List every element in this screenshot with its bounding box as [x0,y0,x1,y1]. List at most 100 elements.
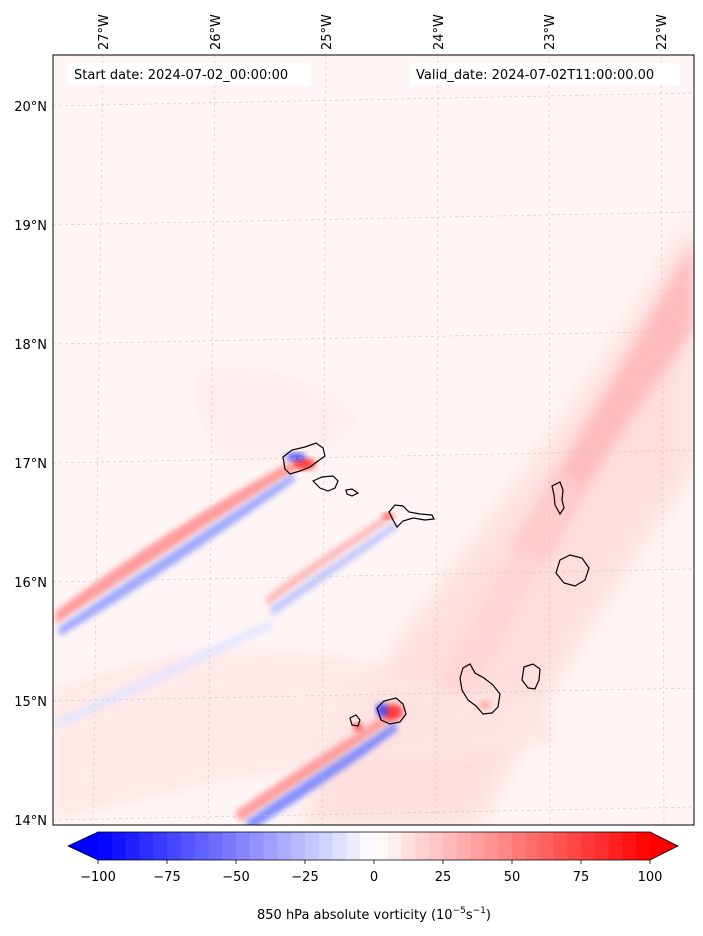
colorbar-cell [525,832,541,860]
colorbar-tick-label: −100 [80,870,116,885]
lon-tick-label: 24°W [432,14,447,50]
lon-tick-label: 27°W [97,14,112,50]
colorbar-cell [208,832,223,860]
colorbar-cell [346,832,361,860]
colorbar-tick-label: 0 [370,870,378,885]
lat-tick-label: 17°N [14,457,47,472]
wake-central-positive [265,512,394,606]
colorbar-cell [249,832,265,860]
island-sao-nicolau [388,504,435,528]
colorbar-cell [153,832,168,860]
gridline-lat-18n [53,330,694,345]
colorbar-cell [360,832,375,860]
colorbar-cell [443,832,458,860]
colorbar-cell [263,832,278,860]
lon-tick-label: 23°W [543,14,558,50]
colorbar-cell [222,832,237,860]
colorbar-cell [332,832,347,860]
lon-tick-label: 22°W [655,14,670,50]
colorbar-cell [512,832,527,860]
vorticity-speckle-centre [196,367,360,463]
colorbar-cell [180,832,196,860]
colorbar-tick-label: 50 [504,870,521,885]
gridline-lat-14n [53,806,694,821]
vortex-north-negative [286,453,306,461]
lon-tick-label: 25°W [320,14,335,50]
lat-tick-label: 14°N [14,814,47,829]
gridline-lat-16n [53,568,694,583]
map-frame [52,54,695,826]
colorbar-cell [567,832,582,860]
valid-date-box [410,63,680,85]
wake-north-faint [55,620,274,730]
colorbar-cell [139,832,154,860]
colorbar: −100 −75 −50 −25 0 25 50 75 100 850 hPa absolute… [67,831,679,923]
island-fogo [376,697,407,725]
colorbar-cell [236,832,251,860]
colorbar-cell [429,832,444,860]
gridline-lon-22w [660,55,665,825]
lat-tick-label: 20°N [14,100,47,115]
vorticity-band-east-broad [300,210,694,825]
colorbar-cell [401,832,416,860]
island-boa-vista [555,554,590,587]
lon-axis: 27°W 26°W 25°W 24°W 23°W 22°W [97,14,670,50]
island-maio [521,663,541,690]
colorbar-cell [553,832,568,860]
colorbar-cell [498,832,513,860]
colorbar-cell [456,832,472,860]
colorbar-cell [318,832,334,860]
wake-south-positive [235,712,396,822]
gridline-lat-17n [53,449,694,464]
colorbar-tick-label: −25 [291,870,318,885]
island-sao-vicente [311,475,339,492]
colorbar-cell [594,832,610,860]
gridline-lon-27w [92,55,104,825]
lat-tick-label: 15°N [14,695,47,710]
gridlines [53,55,694,825]
colorbar-cell [194,832,209,860]
colorbar-extend-max [650,832,678,860]
map-panel: Start date: 2024-07-02_00:00:00 Valid_da… [14,14,695,829]
vorticity-field [53,210,694,825]
lon-tick-label: 26°W [209,14,224,50]
lat-tick-label: 16°N [14,576,47,591]
colorbar-label: 850 hPa absolute vorticity (10−5s−1) [257,906,491,923]
colorbar-tick-label: 100 [638,870,663,885]
gridline-lon-23w [548,55,551,825]
colorbar-cell [387,832,403,860]
gridline-lat-15n [53,687,694,702]
colorbar-cell [608,832,623,860]
vorticity-band-east-mid [430,470,585,705]
colorbar-cell [291,832,306,860]
gridline-lon-25w [321,55,327,825]
colorbar-cell [622,832,637,860]
valid-date-label: Valid_date: 2024-07-02T11:00:00.00 [416,68,654,83]
colorbar-ticks: −100 −75 −50 −25 0 25 50 75 100 [80,860,662,885]
gridline-lat-19n [53,211,694,226]
island-brava [349,714,361,727]
colorbar-tick-label: 25 [435,870,452,885]
colorbar-cell [374,832,389,860]
colorbar-cells [98,832,651,860]
colorbar-cell [277,832,292,860]
island-santa-luzia [345,488,360,497]
start-date-box [67,63,311,85]
colorbar-cell [470,832,485,860]
colorbar-extend-min [68,832,98,860]
wake-north-positive [55,462,296,624]
start-date-label: Start date: 2024-07-02_00:00:00 [74,68,288,83]
island-santo-antao [282,442,326,475]
vortex-santiago-positive [479,701,491,709]
wake-central-negative [270,522,398,616]
lat-tick-label: 19°N [14,219,47,234]
colorbar-cell [111,832,127,860]
vorticity-speckle-south [53,650,560,820]
island-santiago [459,663,501,715]
gridline-lon-26w [207,55,216,825]
colorbar-cell [305,832,320,860]
gridline-lat-20n [53,92,694,107]
vortex-saonicolau-positive [382,513,394,519]
